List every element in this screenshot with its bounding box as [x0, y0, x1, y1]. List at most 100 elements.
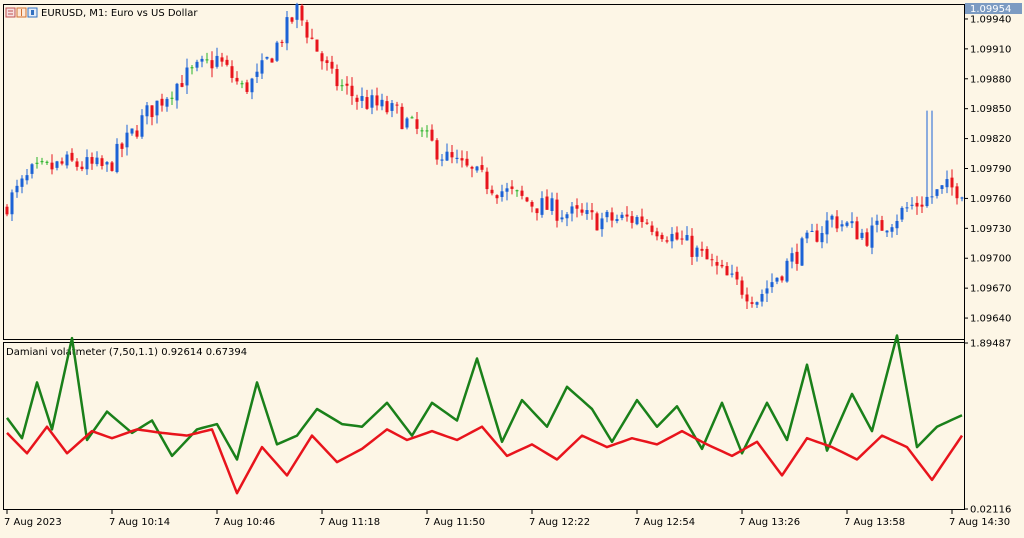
candle[interactable] [170, 91, 174, 105]
candle[interactable] [245, 79, 249, 95]
candle[interactable] [750, 296, 754, 308]
candle[interactable] [695, 245, 699, 262]
chart-window-icon[interactable] [5, 7, 16, 18]
candle[interactable] [505, 182, 509, 201]
candle[interactable] [255, 63, 259, 84]
candle[interactable] [120, 142, 124, 158]
candle[interactable] [15, 179, 19, 198]
candle[interactable] [435, 138, 439, 165]
candle[interactable] [95, 151, 99, 167]
candle[interactable] [770, 273, 774, 293]
candle[interactable] [40, 157, 44, 165]
indicator-lines[interactable] [5, 334, 964, 495]
signal-line[interactable] [6, 425, 964, 495]
candle[interactable] [535, 208, 539, 221]
candle[interactable] [260, 53, 264, 79]
candle[interactable] [545, 189, 549, 210]
candle[interactable] [250, 77, 254, 100]
candle[interactable] [795, 243, 799, 271]
candle[interactable] [410, 115, 414, 119]
candle[interactable] [215, 47, 219, 69]
candle[interactable] [905, 202, 909, 212]
candle[interactable] [875, 214, 879, 233]
candle[interactable] [700, 241, 704, 257]
candle[interactable] [815, 223, 819, 243]
candle[interactable] [300, 3, 304, 26]
candle[interactable] [630, 210, 634, 229]
candle[interactable] [945, 170, 949, 194]
candle[interactable] [30, 163, 34, 179]
candle[interactable] [885, 230, 889, 238]
candle[interactable] [460, 150, 464, 168]
candle[interactable] [345, 76, 349, 95]
candle[interactable] [840, 220, 844, 232]
candle[interactable] [895, 214, 899, 235]
candle[interactable] [390, 100, 394, 118]
candle[interactable] [920, 196, 924, 214]
candle[interactable] [295, 2, 299, 29]
volatility-line[interactable] [5, 334, 963, 461]
candle[interactable] [520, 185, 524, 200]
candle[interactable] [210, 51, 214, 78]
candle[interactable] [745, 287, 749, 309]
candle[interactable] [900, 206, 904, 223]
candle[interactable] [625, 206, 629, 222]
candle[interactable] [65, 151, 69, 169]
candle[interactable] [75, 158, 79, 171]
candle[interactable] [425, 125, 429, 138]
candle[interactable] [720, 259, 724, 269]
candle[interactable] [765, 280, 769, 302]
price-pane[interactable] [3, 4, 965, 340]
candle[interactable] [125, 124, 129, 156]
candle[interactable] [805, 230, 809, 244]
candle[interactable] [55, 160, 59, 171]
candle[interactable] [760, 289, 764, 307]
candle[interactable] [305, 19, 309, 44]
candle[interactable] [595, 211, 599, 231]
candle[interactable] [890, 223, 894, 238]
candles-layer[interactable] [5, 2, 964, 309]
candle[interactable] [440, 153, 444, 167]
candle[interactable] [850, 212, 854, 229]
candle[interactable] [495, 194, 499, 204]
candle[interactable] [870, 217, 874, 255]
candle[interactable] [865, 228, 869, 247]
candle[interactable] [685, 226, 689, 241]
candle[interactable] [845, 220, 849, 228]
candle[interactable] [60, 157, 64, 166]
candle[interactable] [335, 64, 339, 91]
candle[interactable] [235, 71, 239, 85]
candle[interactable] [575, 198, 579, 218]
candle[interactable] [860, 228, 864, 240]
candle[interactable] [790, 247, 794, 269]
candle[interactable] [285, 11, 289, 51]
candle[interactable] [350, 77, 354, 105]
candle[interactable] [365, 89, 369, 110]
candle[interactable] [290, 16, 294, 24]
candle[interactable] [780, 275, 784, 283]
candle[interactable] [930, 110, 934, 204]
candle[interactable] [200, 55, 204, 68]
candle[interactable] [925, 110, 929, 208]
candle[interactable] [935, 189, 939, 199]
candle[interactable] [565, 211, 569, 227]
candle[interactable] [570, 201, 574, 222]
candle[interactable] [165, 96, 169, 112]
candle[interactable] [820, 226, 824, 249]
candle[interactable] [705, 246, 709, 260]
candle[interactable] [220, 52, 224, 67]
candle[interactable] [310, 28, 314, 40]
candle[interactable] [810, 223, 814, 232]
candle[interactable] [110, 161, 114, 172]
candle[interactable] [515, 189, 519, 197]
candle[interactable] [45, 160, 49, 165]
candle[interactable] [25, 168, 29, 185]
candle[interactable] [645, 219, 649, 225]
candle[interactable] [825, 212, 829, 244]
candle[interactable] [605, 210, 609, 223]
candle[interactable] [450, 144, 454, 164]
candle[interactable] [370, 89, 374, 115]
candle[interactable] [740, 276, 744, 299]
candle[interactable] [330, 55, 334, 74]
